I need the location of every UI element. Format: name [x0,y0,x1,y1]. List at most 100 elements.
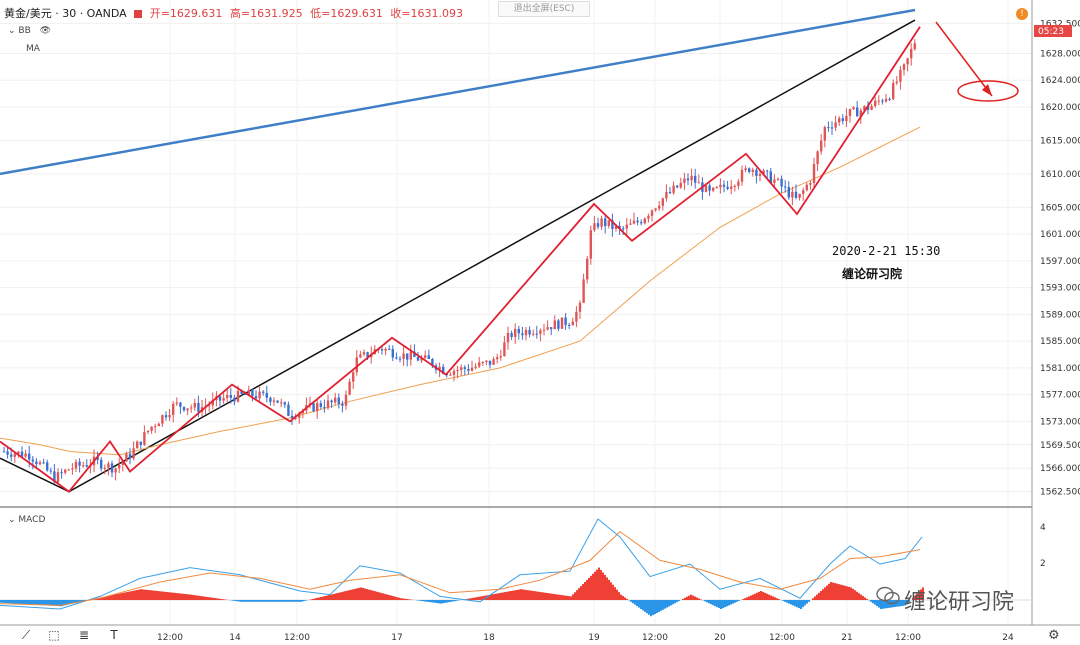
macd-histogram-bar [392,596,394,600]
candle-body [193,402,196,408]
macd-histogram-bar [362,587,364,600]
macd-histogram-bar [562,595,564,600]
macd-histogram-bar [836,583,838,600]
price-tick-label: 1605.000 [1040,203,1080,213]
macd-histogram-bar [0,600,2,603]
candle-body [121,461,124,465]
macd-histogram-bar [838,584,840,600]
macd-histogram-bar [12,600,14,604]
macd-histogram-bar [760,591,762,600]
macd-histogram-bar [388,594,390,600]
macd-histogram-bar [340,592,342,600]
candle-body [712,187,715,191]
price-tick-label: 1573.000 [1040,417,1080,427]
macd-histogram-bar [852,588,854,600]
symbol-label[interactable]: 黄金/美元 · 30 · OANDA [4,7,127,20]
exit-fullscreen-button[interactable]: 退出全屏(ESC) [498,1,590,17]
macd-histogram-bar [106,596,108,600]
macd-histogram-bar [286,600,288,602]
fib-tool-icon[interactable]: ≣ [78,628,90,642]
macd-histogram-bar [580,586,582,600]
candle-body [154,426,157,428]
text-tool-icon[interactable]: T [110,628,118,642]
macd-histogram-bar [336,593,338,600]
candle-body [758,174,762,176]
alert-icon[interactable]: ! [1016,8,1028,20]
time-tick-label: 19 [588,633,600,643]
macd-histogram-bar [674,600,676,604]
macd-histogram-bar [656,600,658,613]
candle-body [96,456,99,460]
candle-body [280,402,283,404]
macd-histogram-bar [906,600,908,605]
candle-body [244,393,247,395]
settings-gear-icon[interactable]: ⚙ [1048,628,1060,643]
macd-histogram-bar [254,600,256,602]
macd-histogram-bar [298,600,300,602]
macd-histogram-bar [240,600,242,602]
macd-histogram-bar [332,594,334,600]
macd-histogram-bar [134,590,136,600]
macd-histogram-bar [274,600,276,602]
candle-body [870,106,873,110]
current-price-tag: 05:23 [1038,27,1064,37]
rectangle-tool-icon[interactable]: ⬚ [48,628,60,642]
indicator-ma[interactable]: MA [26,44,40,54]
macd-histogram-bar [800,600,802,609]
macd-histogram-bar [710,600,712,605]
macd-histogram-bar [706,600,708,603]
macd-histogram-bar [490,594,492,600]
macd-histogram-bar [156,590,158,600]
macd-histogram-bar [222,599,224,600]
macd-histogram-bar [684,597,686,600]
candle-body [593,223,596,231]
macd-histogram-bar [792,600,794,606]
macd-histogram-bar [350,589,352,600]
candle-body [751,169,754,172]
macd-histogram-bar [434,600,436,603]
macd-histogram-bar [872,600,874,604]
macd-histogram-bar [816,594,818,600]
macd-histogram-bar [558,594,560,600]
macd-histogram-bar [248,600,250,602]
macd-histogram-bar [538,591,540,600]
price-tick-label: 1620.000 [1040,103,1080,113]
candle-body [852,107,855,110]
macd-histogram-bar [246,600,248,602]
macd-histogram-bar [482,596,484,600]
candle-body [510,333,513,337]
macd-histogram-bar [132,590,134,600]
eye-icon[interactable]: 👁 [39,26,52,36]
macd-histogram-bar [766,593,768,600]
macd-histogram-bar [694,596,696,600]
candle-body [866,106,870,110]
macd-histogram-bar [294,600,296,602]
macd-histogram-bar [920,589,922,600]
macd-histogram-bar [468,598,470,600]
candle-body [420,357,423,361]
macd-histogram-bar [888,600,890,608]
macd-histogram-bar [316,597,318,600]
macd-histogram-bar [708,600,710,604]
macd-histogram-bar [74,600,76,604]
macd-histogram-bar [76,600,78,603]
trendline-tool-icon[interactable]: ⟋ [21,628,31,642]
macd-histogram-bar [596,569,598,600]
macd-histogram-bar [574,592,576,600]
macd-histogram-bar [756,592,758,600]
macd-histogram-bar [772,596,774,600]
candle-body [186,408,189,411]
macd-label[interactable]: ⌄ MACD [8,515,45,525]
candle-body [236,390,240,402]
candle-body [913,43,916,49]
flag-icon[interactable] [134,10,143,18]
macd-histogram-bar [108,595,110,600]
candle-body [107,463,110,468]
macd-histogram-bar [436,600,438,604]
collapse-chevron-icon[interactable]: ⌄ [8,515,16,525]
collapse-chevron-icon[interactable]: ⌄ [8,26,16,36]
indicator-bb[interactable]: ⌄ BB 👁 [8,26,51,36]
macd-histogram-bar [344,591,346,600]
candle-body [892,82,895,99]
candle-body [874,100,877,107]
